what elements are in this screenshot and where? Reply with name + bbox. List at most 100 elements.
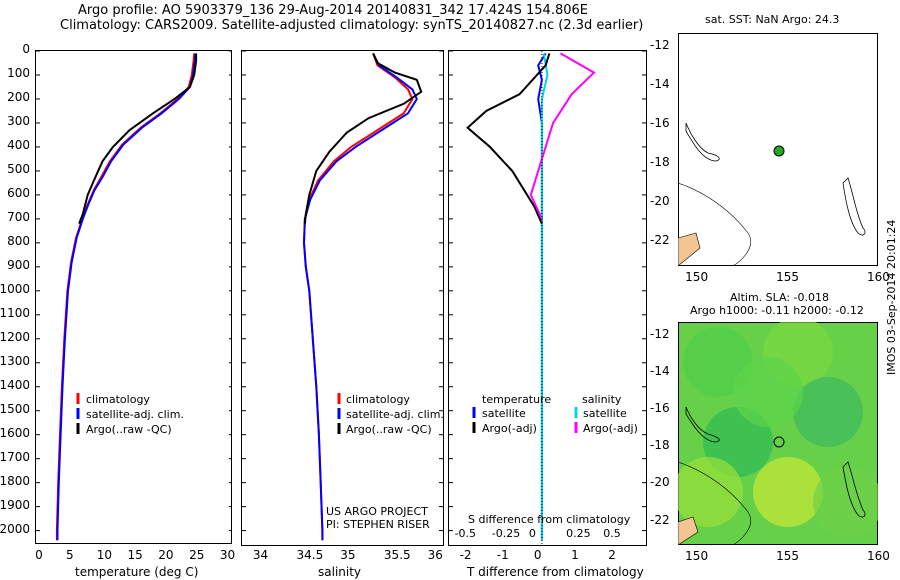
- reef-outline: [678, 182, 751, 266]
- header-line1: Argo profile: AO 5903379_136 29-Aug-2014…: [78, 3, 588, 18]
- depth-tick-label: 1700: [0, 449, 30, 464]
- depth-tick-label: 800: [7, 233, 30, 248]
- sst-lat-tick: -20: [650, 194, 670, 209]
- depth-tick-label: 900: [7, 257, 30, 272]
- depth-tick-label: 700: [7, 209, 30, 224]
- temperature-xtick: 5: [65, 548, 74, 562]
- legend-label: Argo(..raw -QC): [346, 423, 432, 436]
- temperature-chart: climatology satellite-adj. clim. Argo(..ra…: [35, 50, 232, 544]
- salinity-xtick: 36: [427, 548, 443, 562]
- series-line-argo---raw--qc-: [78, 53, 198, 225]
- s-diff-xtick: 0.5: [603, 527, 621, 540]
- series-line-satellite-adj--clim-: [56, 53, 197, 541]
- series-line-climatology: [55, 53, 196, 541]
- sla-map: [678, 322, 878, 545]
- header-line2: Climatology: CARS2009. Satellite-adjuste…: [60, 18, 644, 33]
- depth-tick-label: 200: [7, 89, 30, 104]
- series-line-argo---raw--qc-: [303, 52, 423, 224]
- sla-lat-tick: -14: [650, 364, 670, 379]
- depth-tick-label: 1600: [0, 425, 30, 440]
- s-diff-xtick: 0: [528, 527, 536, 540]
- depth-tick-label: 300: [7, 113, 30, 128]
- legend-label: satellite-adj. clim.: [86, 408, 184, 421]
- depth-tick-label: 2000: [0, 521, 30, 536]
- legend-label: satellite: [583, 407, 627, 420]
- temperature-xtick: 25: [189, 548, 205, 562]
- reef-outline: [678, 461, 751, 545]
- depth-tick-label: 1000: [0, 281, 30, 296]
- argo-float-marker: [773, 145, 785, 157]
- legend-label: satellite: [482, 407, 526, 420]
- legend-label: climatology: [86, 393, 150, 406]
- land-patch: [678, 232, 701, 266]
- salinity-xtick: 34.5: [296, 548, 324, 562]
- series-line-argo-s: [529, 52, 596, 220]
- t-diff-xtick: 2: [608, 548, 616, 562]
- imos-watermark: IMOS 03-Sep-2014 20:01:24: [885, 219, 898, 375]
- sla-lat-tick: -22: [650, 512, 670, 527]
- legend-label: satellite-adj. clim.: [346, 408, 444, 421]
- sla-lon-tick: 160: [867, 549, 890, 563]
- island-outline: [685, 122, 720, 162]
- sla-map-title2: Argo h1000: -0.11 h2000: -0.12: [690, 304, 864, 317]
- legend-label: Argo(..raw -QC): [86, 423, 172, 436]
- sst-lat-tick: -16: [650, 116, 670, 131]
- sst-lat-tick: -14: [650, 77, 670, 92]
- sst-lat-tick: -18: [650, 155, 670, 170]
- t-diff-xtick: -2: [459, 548, 472, 562]
- t-diff-xtick: -1: [496, 548, 509, 562]
- salinity-xtick: 35: [340, 548, 356, 562]
- depth-tick-label: 1800: [0, 473, 30, 488]
- sla-anomaly: [733, 357, 803, 427]
- s-diff-xtick: -0.25: [491, 527, 521, 540]
- series-line-argo-t: [466, 53, 551, 225]
- map-frame: [678, 33, 878, 266]
- depth-tick-label: 0: [22, 42, 30, 56]
- series-line-satellite-adj--clim-: [302, 52, 418, 541]
- sla-lat-tick: -12: [650, 327, 670, 341]
- sst-lat-tick: -22: [650, 233, 670, 248]
- salinity-chart: climatology satellite-adj. clim. Argo(..ra…: [241, 50, 444, 546]
- sla-anomaly: [753, 457, 823, 527]
- series-line-salinity-satellite: [540, 53, 549, 541]
- island-outline: [842, 461, 866, 518]
- sst-lat-tick: -12: [650, 38, 670, 52]
- legend-label: Argo(-adj): [583, 422, 638, 435]
- depth-tick-label: 500: [7, 161, 30, 176]
- land-patch: [678, 516, 699, 545]
- s-diff-xtick: -0.5: [454, 527, 477, 540]
- depth-tick-label: 1200: [0, 329, 30, 344]
- sla-lon-tick: 155: [776, 549, 799, 563]
- t-diff-label: T difference from climatology: [467, 565, 644, 579]
- temperature-xtick: 15: [127, 548, 143, 562]
- island-outline: [685, 406, 720, 443]
- temperature-xtick: 10: [96, 548, 112, 562]
- island-outline: [842, 177, 866, 236]
- salinity-xtick: 35.5: [383, 548, 411, 562]
- depth-tick-label: 1100: [0, 305, 30, 320]
- depth-tick-label: 1500: [0, 401, 30, 416]
- sla-lat-tick: -16: [650, 401, 670, 416]
- sst-map: [678, 33, 878, 266]
- sla-lat-tick: -18: [650, 438, 670, 453]
- sla-anomaly: [813, 467, 878, 537]
- project-label: US ARGO PROJECT: [326, 505, 428, 518]
- depth-tick-label: 400: [7, 137, 30, 152]
- temperature-xtick: 30: [219, 548, 236, 562]
- s-diff-xtick: 0.25: [566, 527, 591, 540]
- sla-map-title1: Altim. SLA: -0.018: [730, 291, 830, 304]
- sst-lon-tick: 150: [685, 270, 709, 284]
- legend-title-temperature: temperature: [482, 393, 551, 406]
- t-diff-xtick: 0: [533, 548, 542, 562]
- s-diff-label: S difference from climatology: [468, 513, 631, 526]
- salinity-xlabel: salinity: [318, 565, 362, 579]
- sst-lon-tick: 155: [776, 270, 799, 284]
- legend-title-salinity: salinity: [582, 393, 622, 406]
- sla-anomaly: [793, 377, 863, 447]
- t-diff-xtick: 1: [571, 548, 579, 562]
- temperature-xlabel: temperature (deg C): [75, 565, 199, 579]
- temperature-xtick: 0: [35, 548, 43, 562]
- depth-tick-label: 1300: [0, 353, 30, 368]
- depth-tick-label: 100: [7, 65, 30, 80]
